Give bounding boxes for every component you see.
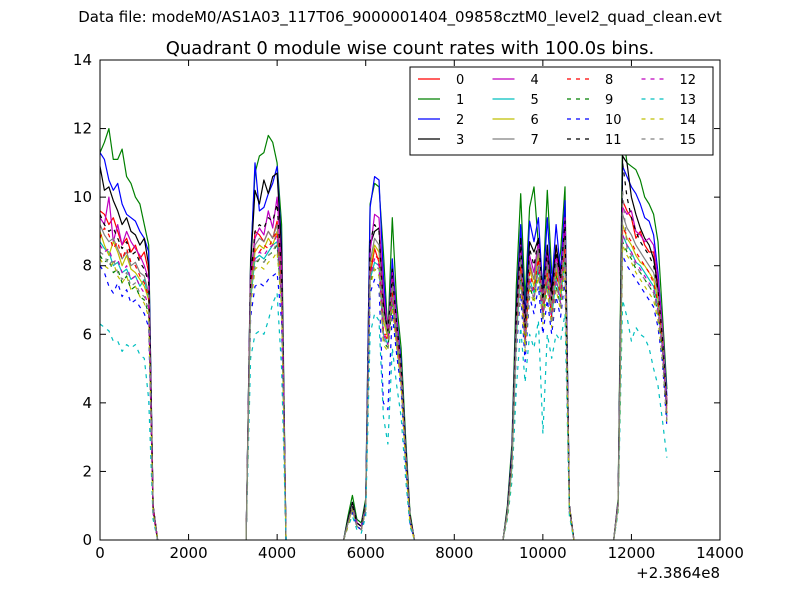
series-10-line-segment-1 — [245, 272, 287, 541]
legend-label-11: 11 — [605, 133, 622, 148]
series-15-line-segment-2 — [343, 265, 415, 541]
series-15-line-segment-0 — [99, 251, 159, 541]
legend-label-13: 13 — [680, 93, 697, 108]
series-layer — [99, 128, 668, 541]
series-8-line-segment-0 — [99, 227, 159, 541]
x-tick-label: 0 — [95, 544, 105, 562]
series-7-line-segment-3 — [502, 237, 575, 541]
x-tick-label: 6000 — [347, 544, 385, 562]
series-1-line-segment-0 — [99, 128, 159, 541]
legend-label-8: 8 — [605, 73, 613, 88]
chart-title: Quadrant 0 module wise count rates with … — [166, 38, 655, 59]
series-12-line-segment-2 — [343, 258, 415, 541]
y-tick-label: 2 — [82, 462, 92, 480]
y-tick-label: 14 — [73, 51, 92, 69]
series-7-line-segment-0 — [99, 224, 159, 541]
series-15-line-segment-1 — [245, 241, 287, 541]
y-tick-label: 6 — [82, 325, 92, 343]
legend-label-14: 14 — [680, 113, 697, 128]
series-14-line-segment-4 — [613, 244, 668, 541]
legend-label-5: 5 — [531, 93, 539, 108]
y-tick-label: 0 — [82, 531, 92, 549]
series-8-line-segment-4 — [613, 227, 668, 541]
legend-label-0: 0 — [456, 73, 464, 88]
series-11-line-segment-2 — [343, 224, 415, 541]
series-13-line-segment-3 — [502, 313, 575, 541]
y-tick-label: 12 — [73, 120, 92, 138]
x-offset-label: +2.3864e8 — [636, 564, 720, 582]
series-15-line-segment-3 — [502, 258, 575, 541]
legend-box — [409, 66, 714, 156]
x-tick-label: 12000 — [608, 544, 656, 562]
legend-label-1: 1 — [456, 93, 464, 108]
x-tick-label: 8000 — [435, 544, 473, 562]
series-9-line-segment-0 — [99, 255, 159, 541]
series-6-line-segment-0 — [99, 231, 159, 541]
series-12-line-segment-4 — [613, 234, 668, 541]
legend-label-9: 9 — [605, 93, 613, 108]
legend-label-2: 2 — [456, 113, 464, 128]
x-tick-label: 4000 — [258, 544, 296, 562]
legend-label-4: 4 — [531, 73, 539, 88]
x-tick-label: 14000 — [696, 544, 744, 562]
series-11-line-segment-0 — [99, 214, 159, 541]
series-11-line-segment-1 — [245, 203, 287, 541]
x-tick-label: 10000 — [519, 544, 567, 562]
series-1-line-segment-1 — [245, 134, 287, 541]
series-2-line-segment-0 — [99, 152, 159, 541]
y-tick-label: 4 — [82, 394, 92, 412]
series-0-line-segment-0 — [99, 210, 159, 541]
y-tick-label: 10 — [73, 188, 92, 206]
legend-label-15: 15 — [680, 133, 697, 148]
x-tick-label: 2000 — [169, 544, 207, 562]
series-8-line-segment-1 — [245, 230, 287, 541]
series-3-line-segment-4 — [613, 155, 668, 541]
legend-label-10: 10 — [605, 113, 622, 128]
series-7-line-segment-2 — [343, 237, 415, 541]
series-4-line-segment-0 — [99, 196, 159, 541]
legend-label-6: 6 — [531, 113, 539, 128]
legend-label-7: 7 — [531, 133, 539, 148]
legend-label-12: 12 — [680, 73, 697, 88]
legend-label-3: 3 — [456, 133, 464, 148]
series-3-line-segment-1 — [245, 172, 287, 541]
series-13-line-segment-1 — [245, 292, 287, 541]
series-3-line-segment-0 — [99, 166, 159, 541]
series-13-line-segment-4 — [613, 299, 668, 541]
y-tick-label: 8 — [82, 257, 92, 275]
series-9-line-segment-3 — [502, 261, 575, 541]
series-4-line-segment-4 — [613, 206, 668, 541]
series-4-line-segment-1 — [245, 196, 287, 541]
plot-frame — [99, 59, 721, 541]
series-11-line-segment-3 — [502, 220, 575, 541]
series-12-line-segment-0 — [99, 244, 159, 541]
series-14-line-segment-1 — [245, 251, 287, 541]
series-13-line-segment-0 — [99, 323, 159, 541]
figure-supertitle: Data file: modeM0/AS1A03_117T06_90000014… — [78, 8, 722, 26]
axis-ticks: 0 2000 4000 6000 8000 10000 12000 1400002468101… — [73, 51, 744, 562]
